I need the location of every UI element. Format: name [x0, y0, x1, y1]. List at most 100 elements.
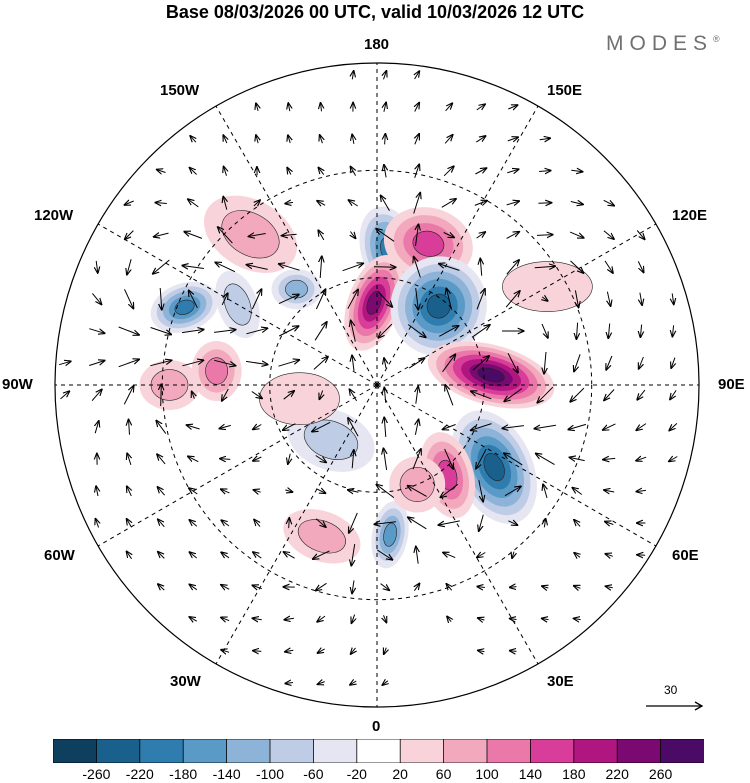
wind-arrow [471, 423, 492, 431]
wind-arrow [636, 423, 647, 431]
anomaly-band [383, 522, 397, 547]
wind-arrow [253, 552, 262, 559]
wind-arrow [126, 551, 131, 560]
wind-arrow [318, 167, 323, 175]
wind-arrow [256, 135, 258, 144]
anomaly-high-chukchi [344, 254, 404, 351]
wind-arrow [443, 166, 454, 177]
wind-arrow [476, 136, 485, 143]
lon-label-30e: 30E [547, 673, 574, 690]
wind-arrow [351, 648, 356, 654]
wind-arrow [439, 264, 460, 271]
wind-arrow [215, 262, 236, 273]
wind-arrow [350, 166, 355, 176]
wind-arrow [91, 389, 102, 402]
wind-arrow [605, 586, 613, 588]
wind-arrow [504, 486, 521, 497]
wind-arrow [413, 193, 421, 214]
wind-arrow [636, 230, 645, 240]
wind-arrow [475, 168, 486, 175]
wind-arrow [636, 490, 646, 491]
wind-arrow [220, 459, 231, 460]
lon-label-120w: 120W [34, 207, 74, 224]
wind-arrow [127, 519, 132, 528]
wind-arrow [313, 550, 330, 559]
wind-arrow [384, 71, 387, 80]
anomaly-band [174, 299, 195, 315]
wind-arrow [283, 552, 295, 559]
wind-arrow [157, 170, 166, 173]
wind-arrow [253, 425, 262, 430]
wind-arrow [534, 425, 556, 428]
wind-arrow [92, 293, 101, 304]
wind-arrow [158, 519, 165, 528]
wind-arrow [374, 522, 396, 525]
wind-arrow [471, 391, 492, 400]
wind-arrow [604, 490, 615, 492]
wind-arrow [377, 290, 393, 307]
wind-arrow [474, 201, 487, 206]
wind-arrow [253, 457, 262, 461]
wind-arrow [96, 260, 98, 273]
wind-arrow [352, 134, 354, 144]
wind-arrow [253, 651, 262, 652]
wind-arrow [348, 200, 358, 207]
map-border [54, 62, 700, 708]
wind-arrow [89, 361, 105, 366]
wind-arrow [439, 326, 458, 337]
lon-label-0: 0 [372, 718, 381, 735]
wind-arrow [574, 354, 581, 371]
meridian-line [97, 223, 378, 386]
wind-arrow [412, 449, 421, 470]
wind-arrow [246, 328, 267, 335]
lon-label-150e: 150E [547, 82, 583, 99]
wind-arrow [380, 583, 390, 591]
wind-arrow [150, 327, 172, 335]
wind-arrow [158, 552, 165, 559]
wind-arrow [569, 457, 585, 460]
wind-arrow [160, 287, 162, 310]
wind-arrow [607, 291, 610, 307]
wind-arrow [287, 168, 291, 175]
wind-arrow [670, 390, 677, 399]
wind-arrow [604, 260, 613, 273]
anomaly-low-north-atlantic [371, 501, 409, 569]
wind-arrow [189, 290, 198, 309]
wind-arrow [480, 258, 481, 276]
wind-arrow [416, 288, 419, 310]
wind-arrow [254, 519, 260, 527]
wind-arrow [478, 480, 483, 502]
wind-arrow [214, 359, 235, 365]
wind-arrow [285, 650, 294, 652]
wind-arrow [416, 224, 419, 246]
wind-arrow [476, 448, 487, 469]
wind-arrow [312, 421, 331, 431]
wind-arrow [441, 199, 456, 208]
colorbar-tick-label: 220 [605, 766, 629, 782]
wind-arrow [381, 195, 390, 211]
colorbar-segment [182, 739, 228, 763]
wind-arrow [640, 324, 641, 338]
wind-arrow [606, 355, 613, 370]
lon-label-30w: 30W [170, 673, 201, 690]
wind-arrow [221, 585, 230, 590]
wind-arrow [384, 387, 385, 403]
wind-arrow [445, 385, 454, 406]
colorbar-segment [53, 739, 98, 763]
wind-arrow [95, 519, 98, 528]
wind-arrow [316, 582, 327, 590]
wind-arrow [278, 326, 299, 337]
wind-arrow [477, 553, 486, 558]
wind-arrow [407, 324, 426, 338]
wind-arrow [350, 231, 355, 239]
colorbar-tick-label: -220 [125, 766, 154, 782]
wind-arrow [669, 423, 678, 430]
wind-arrow [188, 456, 199, 463]
wind-arrow [572, 488, 583, 495]
wind-arrow [415, 103, 420, 112]
wind-arrow [289, 518, 290, 529]
wind-arrow [156, 420, 167, 434]
wind-arrow [414, 583, 419, 591]
wind-arrow [508, 521, 517, 525]
